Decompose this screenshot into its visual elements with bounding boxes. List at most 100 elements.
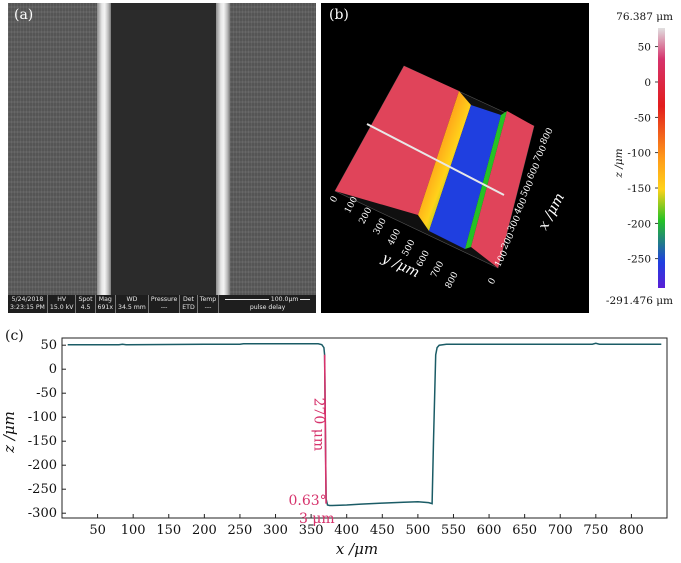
x-tick-label: 700 — [548, 523, 573, 538]
x-tick-label: 600 — [477, 523, 502, 538]
sem-wd: WD 34.5 mm — [116, 295, 149, 313]
sem-temp-label: Temp — [199, 296, 217, 303]
sem-pressure: Pressure --- — [149, 295, 181, 313]
x-tick-label: 550 — [441, 523, 466, 538]
sem-datetime: 5/24/2018 3:23:15 PM — [8, 295, 48, 313]
sem-temp: Temp --- — [198, 295, 220, 313]
x-tick-label: 200 — [192, 523, 217, 538]
angle-annotation: 0.63° — [288, 493, 326, 509]
x-tick-label: 650 — [512, 523, 537, 538]
y-tick-3d-label: 700 — [429, 260, 446, 280]
sem-det-label: Det — [182, 296, 194, 303]
surface-3d-left-wall — [418, 91, 471, 231]
panel-c-label: (c) — [5, 328, 24, 344]
y-tick-label: 50 — [40, 338, 57, 353]
sem-date: 5/24/2018 — [11, 296, 44, 303]
y-tick-3d-label: 800 — [444, 270, 461, 290]
sem-wd-label: WD — [126, 296, 138, 303]
sem-scale: 100.0μm pulse delay — [219, 295, 316, 313]
offset-annotation: 3 μm — [299, 511, 335, 527]
surface-3d-panel: 0 100 200 300 400 500 600 700 800 0 100 200 300 400 5… — [321, 3, 676, 313]
sem-spot-value: 4.5 — [80, 304, 91, 311]
y-tick-label: -150 — [28, 434, 57, 449]
y-tick-3d-label: 500 — [401, 238, 418, 258]
profile-chart-panel: (c) 50 100 150 200 250 300 350 400 450 500 550 600 6… — [0, 322, 681, 559]
sem-scale-bar: 100.0μm — [223, 296, 313, 304]
sem-det: Det ETD — [180, 295, 198, 313]
y-tick-3d-label: 0 — [329, 194, 341, 204]
y-tick-3d-label: 300 — [372, 217, 389, 237]
colorbar-tick-label: -150 — [627, 183, 651, 195]
x-tick-label: 350 — [299, 523, 324, 538]
y-tick-label: -300 — [28, 506, 57, 521]
sem-mag-value: 691x — [97, 304, 114, 311]
sem-wd-value: 34.5 mm — [118, 304, 146, 311]
x-axis-title: x /μm — [336, 540, 378, 558]
surface-3d-groove-bottom — [429, 105, 501, 249]
x-tick-label: 50 — [89, 523, 106, 538]
sem-hv: HV 15.0 kV — [48, 295, 77, 313]
sem-spot: Spot 4.5 — [76, 295, 96, 313]
y-axis: 50 0 -50 -100 -150 -200 -250 -300 — [28, 338, 66, 521]
x-tick-label: 500 — [405, 523, 430, 538]
panel-a-label: (a) — [14, 7, 34, 23]
x-tick-label: 800 — [619, 523, 644, 538]
surface-3d-right-wall — [465, 111, 507, 249]
wall-height-annotation: 270 μm — [311, 398, 327, 452]
y-tick-3d-label: 400 — [386, 227, 403, 247]
sem-groove-right-edge — [216, 3, 230, 295]
sem-det-value: ETD — [182, 304, 195, 311]
colorbar-ticks: 50 0 -50 -100 -150 -200 -250 — [627, 42, 658, 266]
sem-info-bar: 5/24/2018 3:23:15 PM HV 15.0 kV Spot 4.5… — [8, 295, 316, 313]
x-tick-label: 100 — [121, 523, 146, 538]
colorbar — [658, 28, 665, 288]
annotations: 270 μm 0.63° 3 μm — [288, 398, 334, 527]
x-tick-label: 250 — [228, 523, 253, 538]
sem-mag: Mag 691x — [96, 295, 117, 313]
x-axis: 50 100 150 200 250 300 350 400 450 500 550 600 650 70… — [89, 514, 644, 538]
x-tick-label: 450 — [370, 523, 395, 538]
y-axis-title: z /μm — [0, 411, 18, 454]
sem-spot-label: Spot — [78, 296, 93, 303]
sem-mag-label: Mag — [98, 296, 112, 303]
x-tick-label: 300 — [263, 523, 288, 538]
colorbar-tick-label: 0 — [644, 77, 651, 89]
sem-pressure-value: --- — [160, 304, 168, 311]
colorbar-tick-label: -200 — [627, 218, 651, 230]
y-tick-label: -250 — [28, 482, 57, 497]
colorbar-min-label: -291.476 μm — [606, 295, 673, 307]
y-tick-label: 0 — [49, 362, 57, 377]
x-tick-3d-label: 0 — [487, 276, 499, 286]
x-tick-label: 750 — [583, 523, 608, 538]
wall-height-marker — [323, 354, 327, 504]
sem-hv-value: 15.0 kV — [49, 304, 74, 311]
sem-pressure-label: Pressure — [150, 296, 178, 303]
colorbar-tick-label: -250 — [627, 254, 651, 266]
x-tick-label: 150 — [156, 523, 181, 538]
x-axis-3d-title: x /μm — [535, 191, 568, 233]
plot-frame — [61, 337, 668, 519]
y-tick-label: -200 — [28, 458, 57, 473]
y-tick-label: -50 — [36, 386, 57, 401]
sem-temp-value: --- — [204, 304, 212, 311]
sem-groove-left-edge — [97, 3, 111, 295]
colorbar-tick-label: 50 — [638, 42, 651, 54]
sem-groove — [111, 3, 217, 295]
profile-chart: 50 100 150 200 250 300 350 400 450 500 550 600 650 70… — [0, 337, 668, 558]
colorbar-tick-label: -50 — [634, 112, 651, 124]
sem-image-panel: (a) 5/24/2018 3:23:15 PM HV 15.0 kV Spot… — [8, 3, 316, 313]
sem-hv-label: HV — [57, 296, 67, 303]
section-line — [366, 123, 505, 196]
surface-3d-right-plateau — [471, 111, 534, 268]
y-tick-label: -100 — [28, 410, 57, 425]
sem-scale-text: 100.0μm — [270, 296, 299, 303]
colorbar-tick-label: -100 — [627, 148, 651, 160]
sem-note: pulse delay — [249, 304, 286, 311]
y-axis-3d-title: y /μm — [378, 250, 421, 282]
panel-b-label: (b) — [329, 7, 349, 23]
x-tick-label: 400 — [334, 523, 359, 538]
sem-time: 3:23:15 PM — [10, 304, 45, 311]
x-tick-3d-label: 800 — [539, 126, 556, 146]
colorbar-title: z /μm — [613, 148, 625, 178]
